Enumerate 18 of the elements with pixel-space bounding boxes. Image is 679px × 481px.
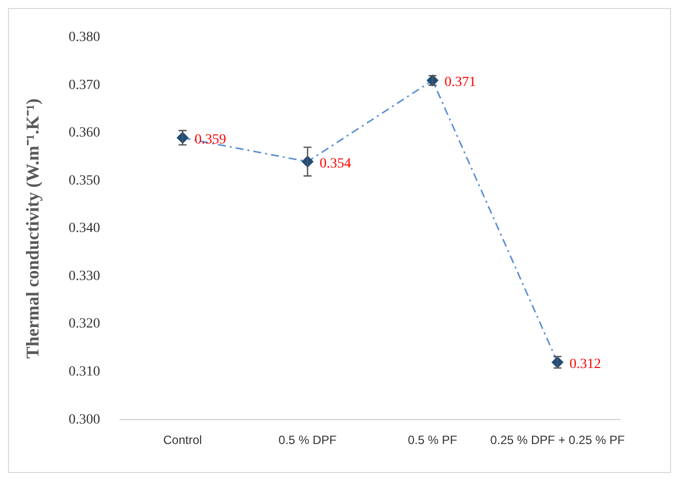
x-tick-label: 0.5 % PF: [408, 433, 458, 448]
y-tick-label: 0.370: [68, 78, 100, 93]
y-axis-title: Thermal conductivity (W.m⁻¹.K⁻¹): [22, 98, 42, 359]
y-tick-label: 0.380: [68, 30, 100, 46]
y-tick-label: 0.310: [68, 364, 100, 380]
x-tick-label: Control: [163, 433, 202, 448]
y-tick-label: 0.360: [68, 126, 100, 141]
y-tick-label: 0.300: [68, 412, 100, 428]
x-tick-label: 0.25 % DPF + 0.25 % PF: [490, 433, 625, 448]
y-tick-label: 0.330: [68, 268, 100, 284]
data-label: 0.371: [444, 75, 476, 90]
data-label: 0.312: [570, 356, 602, 372]
y-tick-label: 0.350: [68, 173, 100, 188]
data-label: 0.354: [320, 156, 352, 172]
data-label: 0.359: [194, 132, 226, 148]
y-tick-label: 0.340: [68, 221, 100, 236]
y-tick-label: 0.320: [68, 316, 100, 332]
x-tick-label: 0.5 % DPF: [278, 433, 337, 448]
